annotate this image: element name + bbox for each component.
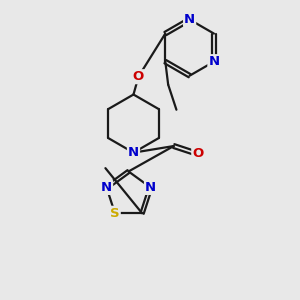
Text: S: S [110, 207, 120, 220]
Text: O: O [133, 70, 144, 83]
Text: N: N [184, 13, 195, 26]
Text: N: N [145, 181, 156, 194]
Text: O: O [192, 148, 203, 160]
Text: N: N [208, 55, 220, 68]
Text: N: N [128, 146, 139, 159]
Text: N: N [101, 181, 112, 194]
